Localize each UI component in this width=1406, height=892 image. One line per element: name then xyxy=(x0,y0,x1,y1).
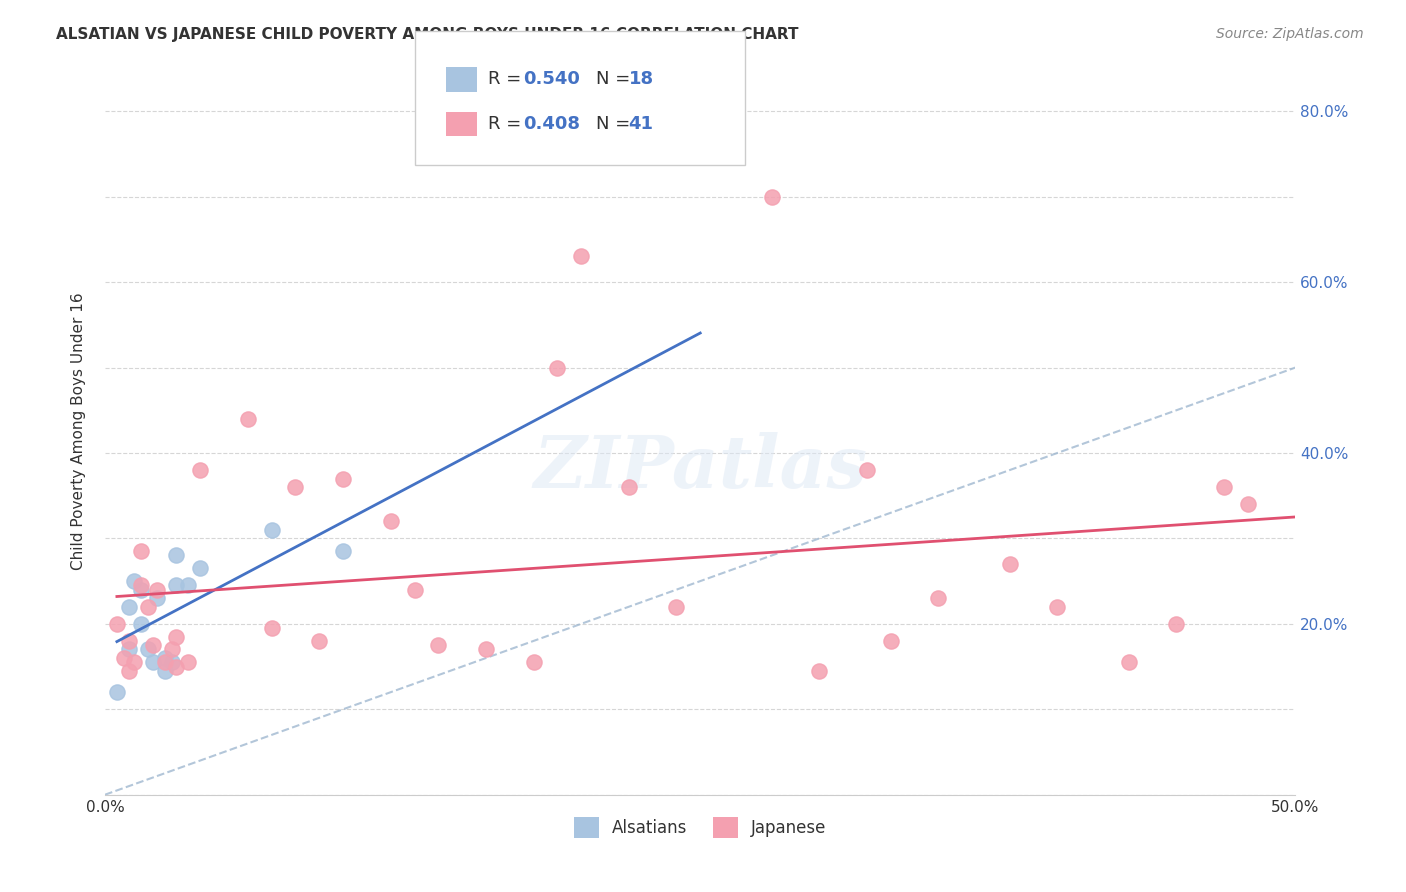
Point xyxy=(332,472,354,486)
Point xyxy=(129,582,152,597)
Point xyxy=(160,655,183,669)
Point xyxy=(153,651,176,665)
Point xyxy=(177,578,200,592)
Text: 0.408: 0.408 xyxy=(523,115,581,133)
Point xyxy=(142,638,165,652)
Text: ZIPatlas: ZIPatlas xyxy=(533,433,868,503)
Point xyxy=(522,655,544,669)
Point xyxy=(332,544,354,558)
Point xyxy=(569,250,592,264)
Point xyxy=(153,664,176,678)
Point xyxy=(165,659,187,673)
Point xyxy=(118,634,141,648)
Point xyxy=(1046,599,1069,614)
Point xyxy=(284,480,307,494)
Text: N =: N = xyxy=(596,70,636,88)
Point xyxy=(1166,616,1188,631)
Point xyxy=(146,582,169,597)
Point xyxy=(118,599,141,614)
Point xyxy=(177,655,200,669)
Point xyxy=(1118,655,1140,669)
Point xyxy=(260,523,283,537)
Point xyxy=(122,574,145,588)
Point xyxy=(129,578,152,592)
Point xyxy=(165,578,187,592)
Point xyxy=(475,642,498,657)
Point xyxy=(105,616,128,631)
Point xyxy=(160,642,183,657)
Point xyxy=(380,514,402,528)
Point xyxy=(665,599,688,614)
Point xyxy=(146,591,169,606)
Point xyxy=(122,655,145,669)
Point xyxy=(129,616,152,631)
Point xyxy=(188,463,211,477)
Text: R =: R = xyxy=(488,115,527,133)
Text: 0.540: 0.540 xyxy=(523,70,579,88)
Point xyxy=(404,582,426,597)
Text: 41: 41 xyxy=(628,115,654,133)
Point xyxy=(105,685,128,699)
Point xyxy=(1213,480,1236,494)
Legend: Alsatians, Japanese: Alsatians, Japanese xyxy=(568,811,834,845)
Point xyxy=(236,412,259,426)
Point xyxy=(136,642,159,657)
Point xyxy=(927,591,949,606)
Point xyxy=(308,634,330,648)
Point xyxy=(617,480,640,494)
Point xyxy=(165,630,187,644)
Text: R =: R = xyxy=(488,70,527,88)
Text: ALSATIAN VS JAPANESE CHILD POVERTY AMONG BOYS UNDER 16 CORRELATION CHART: ALSATIAN VS JAPANESE CHILD POVERTY AMONG… xyxy=(56,27,799,42)
Point xyxy=(129,544,152,558)
Point xyxy=(112,651,135,665)
Point xyxy=(879,634,901,648)
Y-axis label: Child Poverty Among Boys Under 16: Child Poverty Among Boys Under 16 xyxy=(72,293,86,570)
Point xyxy=(1237,497,1260,511)
Point xyxy=(153,655,176,669)
Text: N =: N = xyxy=(596,115,636,133)
Point xyxy=(136,599,159,614)
Point xyxy=(118,642,141,657)
Point xyxy=(142,655,165,669)
Point xyxy=(998,557,1021,571)
Point xyxy=(761,189,783,203)
Text: 18: 18 xyxy=(628,70,654,88)
Point xyxy=(808,664,831,678)
Point xyxy=(856,463,879,477)
Point xyxy=(260,621,283,635)
Point xyxy=(546,360,568,375)
Point xyxy=(188,561,211,575)
Text: Source: ZipAtlas.com: Source: ZipAtlas.com xyxy=(1216,27,1364,41)
Point xyxy=(165,549,187,563)
Point xyxy=(427,638,450,652)
Point xyxy=(118,664,141,678)
